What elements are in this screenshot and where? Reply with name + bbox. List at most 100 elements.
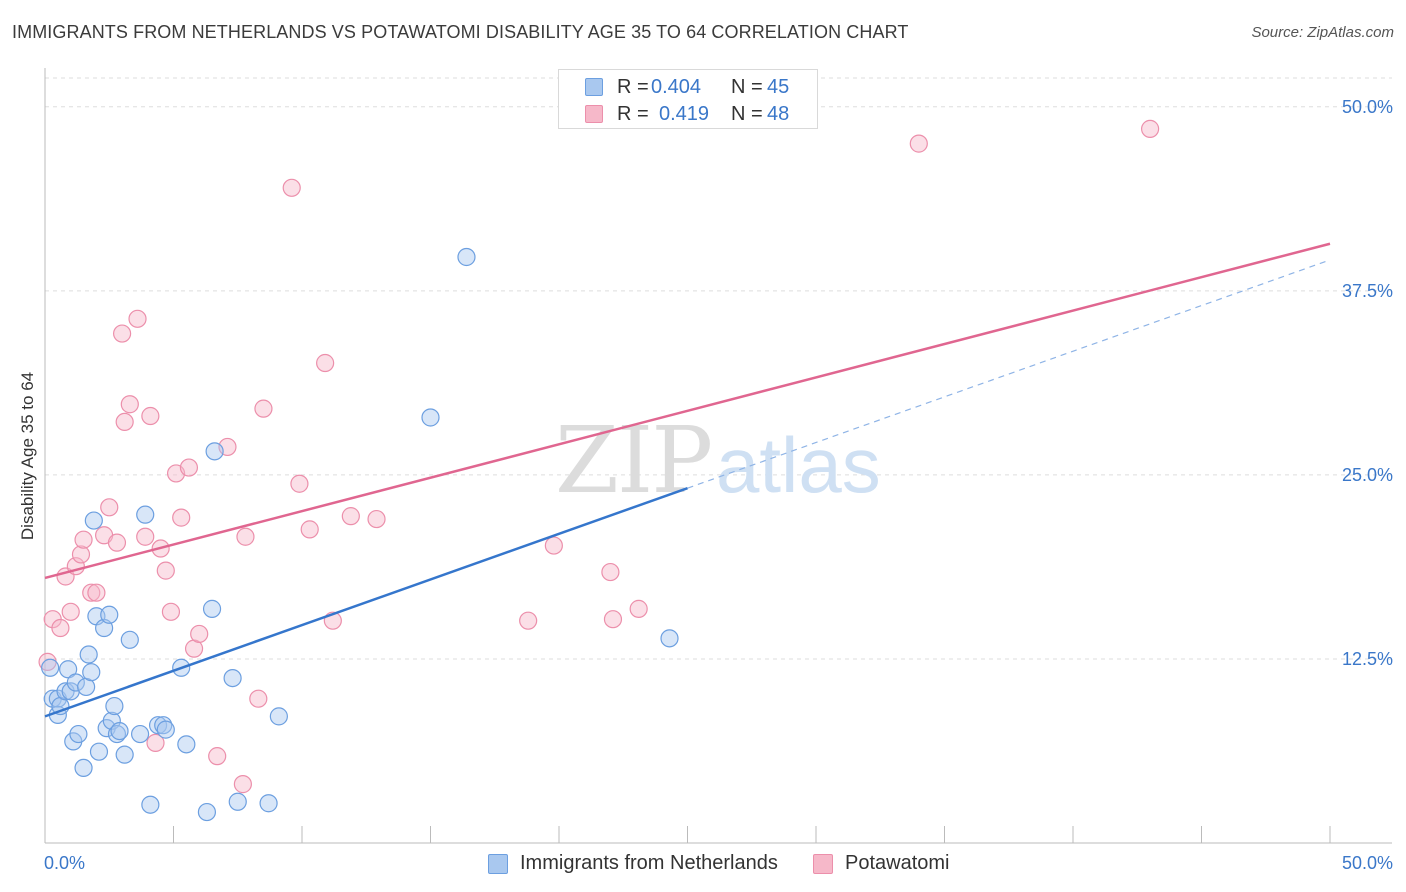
data-point-potawatomi xyxy=(107,533,127,552)
data-point-potawatomi xyxy=(172,508,191,527)
data-point-potawatomi xyxy=(146,733,165,752)
n-value: 45 xyxy=(767,76,790,98)
data-point-potawatomi xyxy=(1140,119,1160,138)
data-point-netherlands xyxy=(177,735,196,754)
data-point-netherlands xyxy=(74,758,93,778)
data-point-potawatomi xyxy=(290,474,309,493)
data-point-netherlands xyxy=(79,645,98,664)
data-point-potawatomi xyxy=(120,395,139,414)
data-point-netherlands xyxy=(82,663,101,682)
r-label: R = xyxy=(617,103,649,125)
watermark-zip: ZIP xyxy=(555,407,711,514)
data-point-potawatomi xyxy=(909,134,928,153)
data-point-netherlands xyxy=(69,724,88,744)
data-point-netherlands xyxy=(197,802,217,822)
data-point-potawatomi xyxy=(367,509,386,529)
data-point-potawatomi xyxy=(233,775,252,794)
n-value: 48 xyxy=(767,103,790,125)
n-label: N = xyxy=(731,76,763,98)
data-point-potawatomi xyxy=(341,507,360,526)
data-point-netherlands xyxy=(223,668,242,688)
data-point-potawatomi xyxy=(128,309,147,328)
data-point-potawatomi xyxy=(141,406,160,426)
data-point-potawatomi xyxy=(601,562,620,582)
trend-line-netherlands xyxy=(44,486,688,718)
legend-label: Potawatomi xyxy=(845,852,950,874)
data-point-netherlands xyxy=(41,658,60,677)
chart-title: IMMIGRANTS FROM NETHERLANDS VS POTAWATOM… xyxy=(12,22,909,42)
series-legend: Immigrants from Netherlands Potawatomi xyxy=(0,851,1406,879)
data-point-netherlands xyxy=(228,792,247,811)
y-tick-label: 37.5% xyxy=(1342,281,1393,301)
watermark-atlas: atlas xyxy=(716,421,881,509)
data-point-netherlands xyxy=(115,745,134,764)
stats-legend-row-blue: R = 0.404 N = 45 xyxy=(559,74,817,100)
data-point-potawatomi xyxy=(190,624,209,644)
data-point-potawatomi xyxy=(236,527,255,546)
data-point-netherlands xyxy=(141,795,160,814)
n-label: N = xyxy=(731,103,763,125)
data-point-netherlands xyxy=(100,605,119,624)
data-point-potawatomi xyxy=(136,527,155,546)
x-tick-label: 50.0% xyxy=(1342,853,1393,873)
data-point-potawatomi xyxy=(249,689,268,708)
trend-line-potawatomi xyxy=(44,242,1331,580)
r-value: 0.404 xyxy=(651,76,702,98)
data-point-netherlands xyxy=(156,720,175,739)
y-tick-label: 25.0% xyxy=(1342,465,1393,485)
data-point-netherlands xyxy=(66,673,85,692)
data-point-potawatomi xyxy=(300,520,319,539)
data-point-netherlands xyxy=(136,505,155,524)
data-point-potawatomi xyxy=(519,611,538,630)
data-point-netherlands xyxy=(269,707,288,726)
data-point-potawatomi xyxy=(282,178,301,197)
stats-legend-row-pink: R = 0.419 N = 48 xyxy=(559,101,817,127)
data-point-potawatomi xyxy=(82,583,101,602)
data-point-netherlands xyxy=(110,721,129,741)
data-point-potawatomi xyxy=(74,530,93,549)
chart-source: Source: ZipAtlas.com xyxy=(1251,24,1394,41)
data-point-netherlands xyxy=(457,247,476,267)
legend-label: Immigrants from Netherlands xyxy=(520,852,778,874)
data-point-potawatomi xyxy=(87,583,106,602)
y-tick-label: 50.0% xyxy=(1342,97,1393,117)
data-point-potawatomi xyxy=(156,561,175,580)
y-tick-label: 12.5% xyxy=(1342,649,1393,669)
data-point-netherlands xyxy=(130,724,150,744)
data-point-potawatomi xyxy=(179,458,199,477)
data-point-netherlands xyxy=(120,630,139,649)
data-point-potawatomi xyxy=(254,399,273,418)
data-point-potawatomi xyxy=(161,602,181,621)
data-point-netherlands xyxy=(202,599,222,618)
data-point-netherlands xyxy=(421,408,440,427)
data-point-netherlands xyxy=(107,724,127,744)
data-point-potawatomi xyxy=(115,412,134,431)
data-point-potawatomi xyxy=(112,324,132,343)
data-point-potawatomi xyxy=(316,353,335,373)
stats-legend: R = 0.404 N = 45 R = 0.419 N = 48 xyxy=(558,69,818,129)
data-point-potawatomi xyxy=(100,498,119,517)
x-tick-label: 0.0% xyxy=(44,853,85,873)
data-point-netherlands xyxy=(259,794,278,813)
data-point-potawatomi xyxy=(208,747,227,766)
pink-swatch-icon xyxy=(585,105,603,123)
r-value: 0.419 xyxy=(659,103,710,125)
data-point-potawatomi xyxy=(71,545,91,564)
data-point-potawatomi xyxy=(603,610,623,629)
data-point-potawatomi xyxy=(51,618,70,638)
data-point-netherlands xyxy=(84,511,103,530)
pink-swatch-icon xyxy=(813,854,833,874)
blue-swatch-icon xyxy=(585,78,603,96)
y-axis-label: Disability Age 35 to 64 xyxy=(18,372,37,540)
blue-swatch-icon xyxy=(488,854,508,874)
r-label: R = xyxy=(617,76,649,98)
data-point-potawatomi xyxy=(629,599,648,618)
trend-line-extension-netherlands xyxy=(687,259,1331,489)
data-point-potawatomi xyxy=(544,536,563,555)
data-point-potawatomi xyxy=(61,602,80,621)
data-point-netherlands xyxy=(205,442,224,461)
data-point-netherlands xyxy=(89,742,109,761)
data-point-netherlands xyxy=(660,629,679,648)
